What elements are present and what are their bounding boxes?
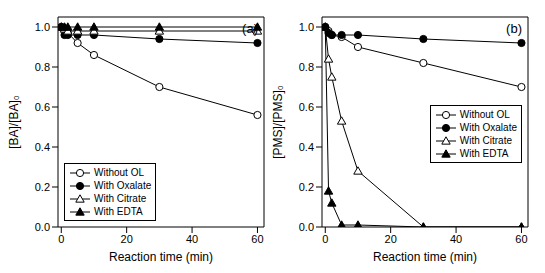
html-text:With Citrate: With Citrate bbox=[94, 193, 147, 204]
html-text:With EDTA: With EDTA bbox=[94, 206, 143, 217]
html-text:With Oxalate: With Oxalate bbox=[459, 122, 517, 134]
svg-text:Reaction time (min): Reaction time (min) bbox=[109, 250, 213, 264]
svg-text:0: 0 bbox=[322, 233, 328, 245]
svg-text:0.8: 0.8 bbox=[35, 61, 50, 73]
svg-text:60: 60 bbox=[515, 233, 527, 245]
html-text:With EDTA: With EDTA bbox=[459, 148, 509, 160]
svg-text:0.2: 0.2 bbox=[299, 181, 314, 193]
html-text:(a): (a) bbox=[242, 21, 258, 36]
svg-text:0.4: 0.4 bbox=[299, 141, 314, 153]
svg-text:0: 0 bbox=[58, 233, 64, 245]
html-text:With Oxalate: With Oxalate bbox=[94, 180, 152, 191]
html-text:With Citrate: With Citrate bbox=[459, 135, 512, 147]
svg-text:[BA]/[BA]₀: [BA]/[BA]₀ bbox=[8, 95, 21, 149]
svg-text:Reaction time (min): Reaction time (min) bbox=[373, 250, 477, 264]
svg-text:0.8: 0.8 bbox=[299, 61, 314, 73]
svg-text:60: 60 bbox=[251, 233, 263, 245]
svg-text:1.0: 1.0 bbox=[35, 21, 50, 33]
svg-text:0.0: 0.0 bbox=[299, 221, 314, 233]
svg-text:40: 40 bbox=[186, 233, 198, 245]
svg-text:20: 20 bbox=[385, 233, 397, 245]
svg-text:20: 20 bbox=[121, 233, 133, 245]
svg-text:[PMS]/[PMS]₀: [PMS]/[PMS]₀ bbox=[272, 85, 285, 159]
svg-text:1.0: 1.0 bbox=[299, 21, 314, 33]
html-text:Without OL: Without OL bbox=[459, 109, 510, 121]
svg-text:0.2: 0.2 bbox=[35, 181, 50, 193]
svg-text:0.6: 0.6 bbox=[299, 101, 314, 113]
svg-text:0.0: 0.0 bbox=[35, 221, 50, 233]
svg-text:40: 40 bbox=[450, 233, 462, 245]
html-text:(b): (b) bbox=[506, 21, 522, 36]
svg-text:0.6: 0.6 bbox=[35, 101, 50, 113]
html-text:Without OL: Without OL bbox=[94, 167, 144, 178]
svg-text:0.4: 0.4 bbox=[35, 141, 50, 153]
